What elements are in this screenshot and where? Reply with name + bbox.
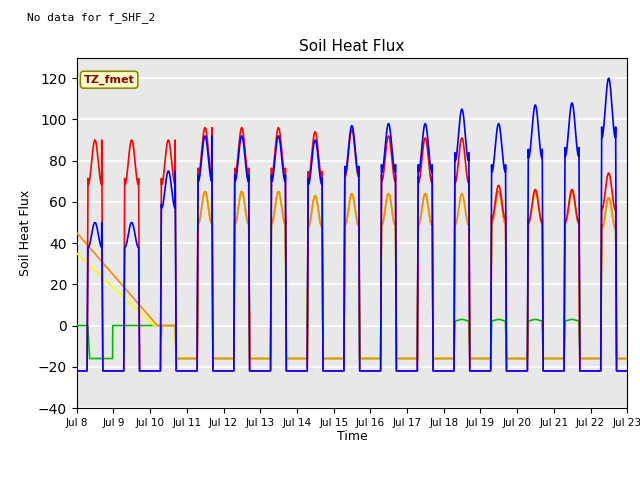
SHF2 — [338, 356, 346, 361]
SHF5 — [255, 368, 263, 374]
SHF1 — [182, 368, 190, 374]
SHF2 — [599, 225, 607, 230]
SHF2 — [407, 356, 415, 361]
Text: No data for f_SHF_2: No data for f_SHF_2 — [28, 12, 156, 23]
SHF1 — [407, 368, 415, 374]
SHF3 — [599, 225, 607, 230]
SHF4 — [86, 356, 93, 361]
SHF2 — [256, 356, 264, 361]
SHF5 — [598, 134, 606, 140]
SHF2 — [623, 356, 631, 361]
SHF1 — [598, 206, 606, 212]
SHF3 — [338, 356, 346, 361]
SHF3 — [407, 356, 415, 361]
SHF1 — [201, 125, 209, 131]
Line: SHF3: SHF3 — [77, 192, 627, 359]
SHF3 — [256, 356, 264, 361]
SHF5 — [292, 368, 300, 374]
SHF5 — [407, 368, 415, 374]
SHF4 — [407, 356, 415, 361]
SHF4 — [201, 189, 209, 194]
SHF4 — [338, 356, 346, 361]
Title: Soil Heat Flux: Soil Heat Flux — [300, 39, 404, 54]
SHF1 — [256, 368, 264, 374]
SHF1 — [623, 368, 631, 374]
Line: SHF1: SHF1 — [77, 128, 627, 371]
SHF3 — [73, 251, 81, 256]
SHF5 — [73, 368, 81, 374]
SHF5 — [182, 368, 190, 374]
SHF2 — [73, 230, 81, 236]
SHF5 — [623, 368, 631, 374]
SHF2 — [183, 356, 191, 361]
SHF3 — [173, 356, 180, 361]
SHF3 — [292, 356, 300, 361]
Y-axis label: Soil Heat Flux: Soil Heat Flux — [19, 190, 33, 276]
Line: SHF5: SHF5 — [77, 78, 627, 371]
SHF2 — [201, 189, 209, 194]
SHF3 — [183, 356, 191, 361]
SHF1 — [73, 368, 81, 374]
SHF1 — [337, 368, 345, 374]
SHF5 — [337, 368, 345, 374]
SHF3 — [201, 189, 209, 194]
SHF2 — [173, 356, 180, 361]
SHF4 — [73, 323, 81, 328]
Line: SHF4: SHF4 — [77, 192, 627, 359]
Line: SHF2: SHF2 — [77, 192, 627, 359]
X-axis label: Time: Time — [337, 431, 367, 444]
SHF2 — [292, 356, 300, 361]
SHF4 — [623, 356, 631, 361]
SHF1 — [292, 368, 300, 374]
SHF4 — [599, 225, 607, 230]
Text: TZ_fmet: TZ_fmet — [84, 74, 134, 85]
SHF4 — [256, 356, 264, 361]
SHF4 — [183, 356, 191, 361]
SHF4 — [292, 356, 300, 361]
SHF5 — [605, 75, 612, 81]
SHF3 — [623, 356, 631, 361]
